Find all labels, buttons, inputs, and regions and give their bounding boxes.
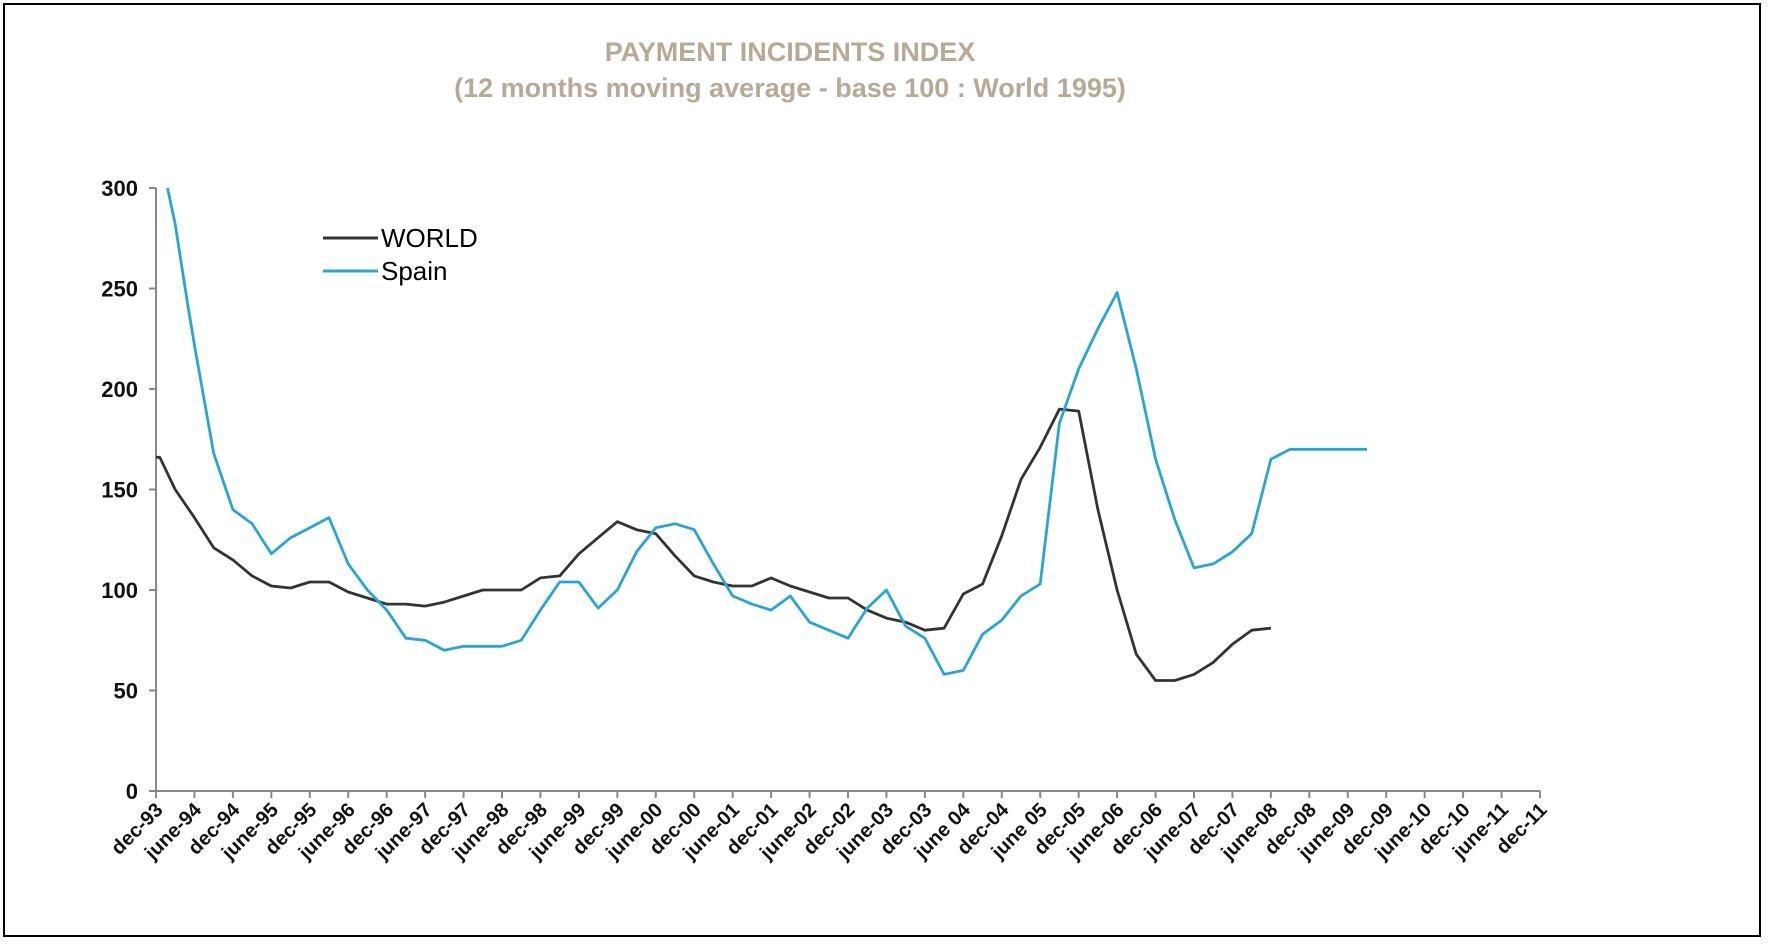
title-block: PAYMENT INCIDENTS INDEX (12 months movin… bbox=[0, 36, 1580, 108]
legend-label-spain: Spain bbox=[381, 256, 448, 286]
y-tick-label: 0 bbox=[126, 779, 138, 804]
y-tick-label: 200 bbox=[101, 377, 138, 402]
y-tick-label: 250 bbox=[101, 277, 138, 302]
y-tick-label: 150 bbox=[101, 478, 138, 503]
series-line-world bbox=[156, 407, 1272, 682]
chart-frame bbox=[3, 3, 1761, 937]
y-tick-label: 100 bbox=[101, 578, 138, 603]
chart-subtitle: (12 months moving average - base 100 : W… bbox=[454, 73, 1126, 103]
legend-label-world: WORLD bbox=[381, 223, 478, 253]
series-line-spain bbox=[166, 187, 1367, 676]
y-tick-label: 300 bbox=[101, 176, 138, 201]
y-tick-label: 50 bbox=[114, 679, 138, 704]
chart-title: PAYMENT INCIDENTS INDEX bbox=[604, 37, 976, 67]
